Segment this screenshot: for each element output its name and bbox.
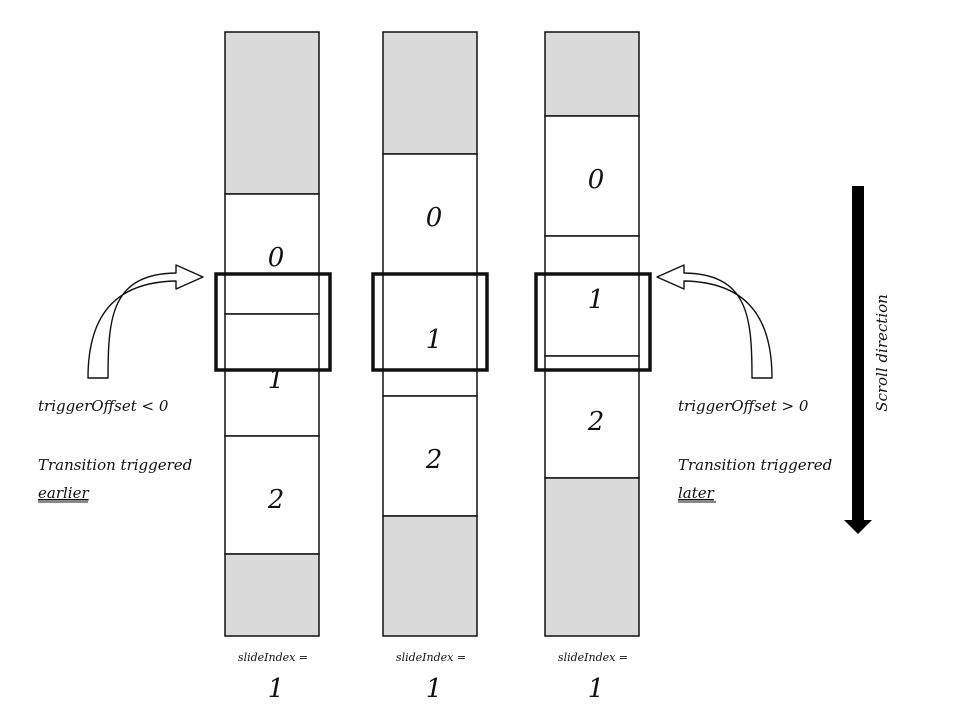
column-1-bottom-empty [224,553,320,637]
scroll-arrow-down-icon [844,520,872,534]
column-2-viewport-frame [371,272,489,372]
column-1-index-value: 1 [268,674,285,704]
column-1-slide-1-label: 1 [268,365,285,395]
scroll-direction-label: Scroll direction [873,294,891,412]
column-3-slide-1-label: 1 [588,285,605,315]
column-3-top-empty [544,31,640,117]
column-2-top-empty [382,31,478,155]
column-3-index-label: slideIndex = [558,651,628,664]
column-1-index-label: slideIndex = [238,651,308,664]
column-1-slide-0-label: 0 [268,243,285,273]
left-emphasis-text: earlier [38,484,89,502]
column-3: 0 1 2 slideIndex = 1 [534,31,652,704]
right-transition-text: Transition triggered [678,456,832,474]
column-3-slide-2 [544,355,640,479]
right-emphasis-text: later [678,484,715,502]
column-3-viewport-frame [534,272,652,372]
column-3-slide-0-label: 0 [588,165,605,195]
column-2-index-value: 1 [426,674,443,704]
column-2-bottom-empty [382,515,478,637]
column-1-top-empty [224,31,320,195]
column-2-slide-1-label: 1 [426,325,443,355]
left-note: triggerOffset < 0 Transition triggered e… [38,397,192,503]
column-1: 0 1 2 slideIndex = 1 [214,31,332,704]
column-2: 0 1 2 slideIndex = 1 [371,31,489,704]
column-3-slide-0 [544,115,640,237]
column-2-slide-0-label: 0 [426,203,443,233]
column-2-slide-2-label: 2 [425,445,443,475]
column-3-index-value: 1 [588,674,605,704]
column-1-viewport-frame [214,272,332,372]
right-note: triggerOffset > 0 Transition triggered l… [678,397,832,503]
scroll-direction-indicator: Scroll direction [844,186,891,534]
left-curved-arrow-icon [87,264,204,379]
column-1-slide-1 [224,313,320,437]
column-1-slide-2-label: 2 [267,485,285,515]
left-trigger-offset-text: triggerOffset < 0 [38,397,169,415]
column-1-slide-2 [224,435,320,555]
column-3-bottom-empty [544,477,640,637]
scroll-arrow-shaft [852,186,864,522]
right-curved-arrow-icon [656,264,773,379]
column-1-slide-0 [224,193,320,315]
column-2-index-label: slideIndex = [396,651,466,664]
column-3-slide-2-label: 2 [587,407,605,437]
right-trigger-offset-text: triggerOffset > 0 [678,397,809,415]
left-transition-text: Transition triggered [38,456,192,474]
